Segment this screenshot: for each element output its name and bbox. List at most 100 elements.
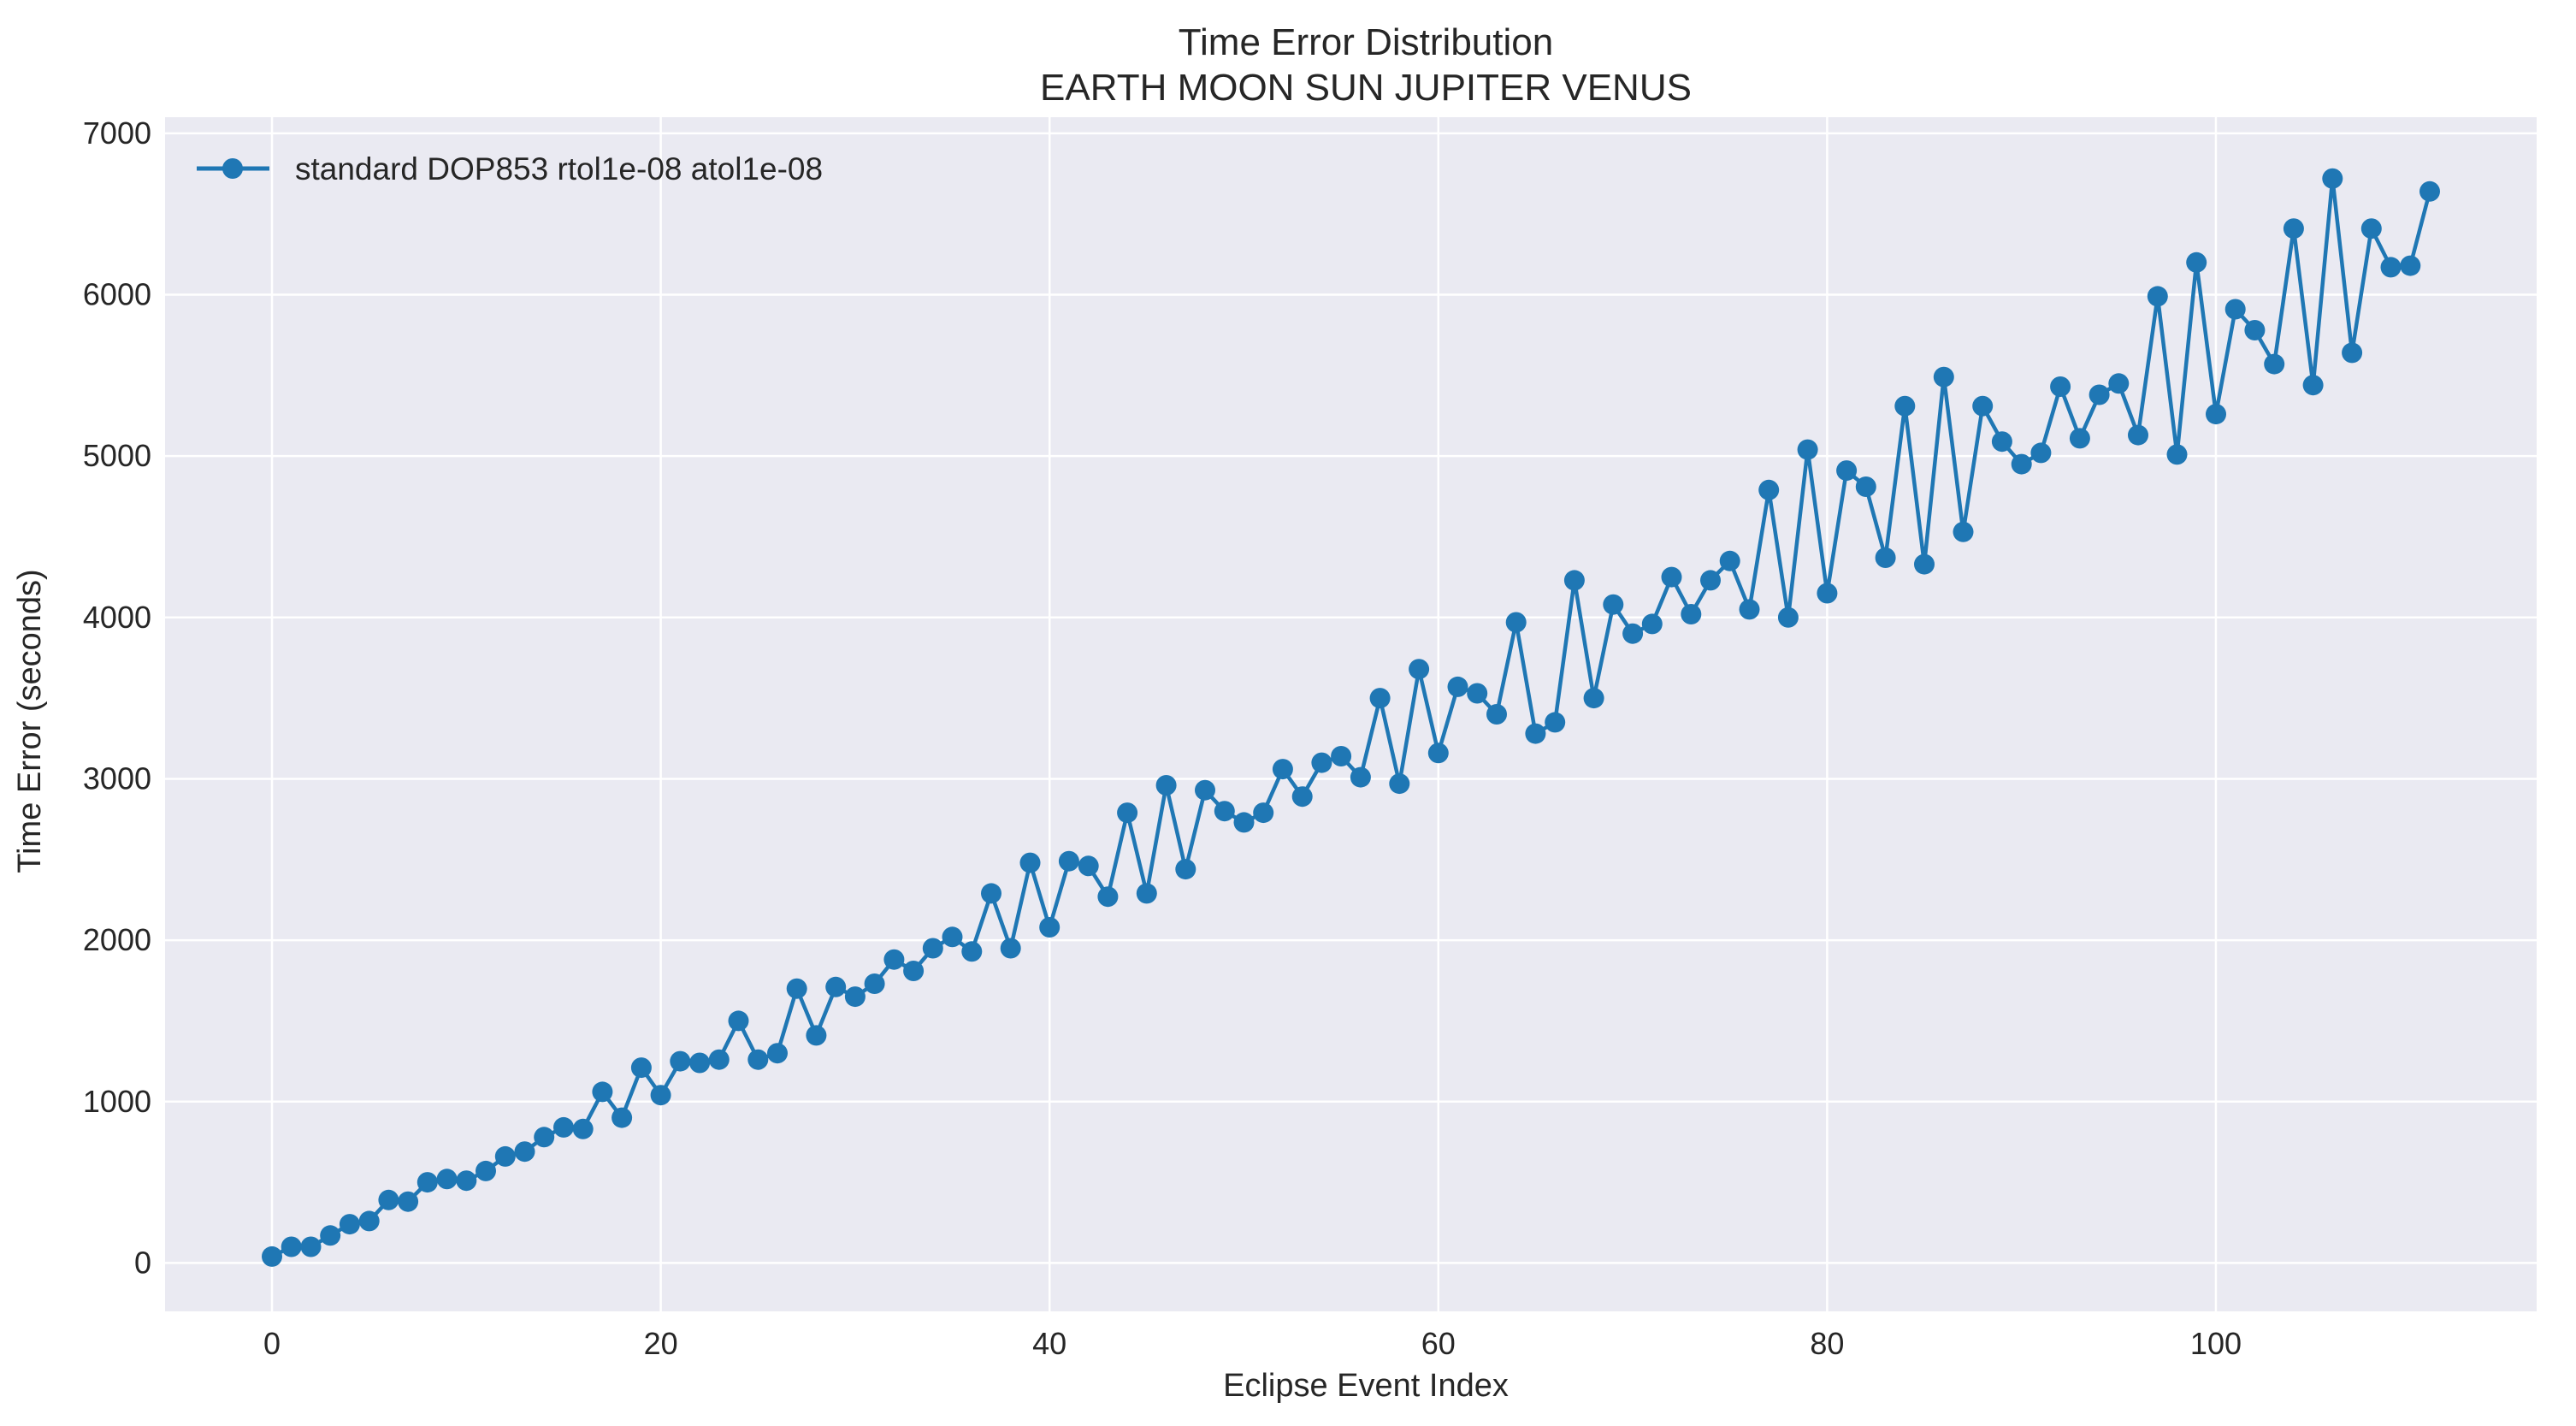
data-point: [1914, 553, 1935, 575]
data-point: [553, 1116, 574, 1138]
data-point: [1389, 773, 1410, 795]
data-point: [650, 1085, 671, 1106]
data-point: [1214, 801, 1235, 822]
data-point: [1563, 570, 1585, 591]
chart-subtitle: EARTH MOON SUN JUPITER VENUS: [1040, 67, 1692, 109]
data-point: [1447, 676, 1468, 697]
data-point: [1991, 431, 2012, 453]
data-point: [1875, 547, 1896, 568]
data-point: [2224, 299, 2246, 320]
data-point: [1894, 395, 1916, 417]
data-point: [2244, 320, 2266, 340]
data-point: [300, 1236, 322, 1257]
data-point: [339, 1214, 360, 1235]
y-tick-label: 1000: [83, 1084, 151, 1119]
data-point: [1058, 850, 1079, 872]
data-point: [398, 1191, 419, 1212]
data-point: [1933, 366, 1954, 388]
data-point: [1000, 938, 1021, 959]
data-point: [1078, 855, 1099, 877]
x-tick-label: 80: [1810, 1326, 1844, 1361]
data-point: [708, 1049, 730, 1070]
data-point: [961, 941, 983, 962]
data-point: [922, 938, 943, 959]
data-point: [2342, 342, 2363, 364]
data-point: [592, 1081, 613, 1103]
data-point: [1331, 746, 1352, 766]
plot-area: [165, 117, 2537, 1311]
data-point: [2360, 218, 2382, 240]
data-point: [1641, 613, 1663, 635]
data-point: [2030, 442, 2052, 464]
data-point: [1427, 743, 1449, 764]
data-point: [436, 1169, 458, 1190]
data-point: [281, 1236, 302, 1257]
y-tick-label: 0: [134, 1245, 151, 1280]
y-tick-label: 3000: [83, 760, 151, 796]
data-point: [1953, 521, 1974, 542]
y-tick-label: 7000: [83, 115, 151, 151]
data-point: [1019, 852, 1041, 873]
data-point: [2322, 168, 2343, 189]
data-point: [1350, 766, 1371, 788]
x-tick-label: 60: [1421, 1326, 1456, 1361]
y-axis-ticks: 0 1000 2000 3000 4000 5000 6000 7000: [83, 115, 151, 1281]
data-point: [1233, 812, 1255, 833]
data-point: [1777, 606, 1799, 628]
data-point: [1583, 688, 1604, 709]
data-point: [2302, 375, 2324, 396]
data-point: [728, 1010, 749, 1032]
data-point: [320, 1225, 341, 1246]
data-point: [2206, 404, 2226, 425]
data-point: [630, 1057, 652, 1079]
x-tick-label: 0: [263, 1326, 281, 1361]
data-point: [456, 1170, 477, 1192]
data-point: [1972, 395, 1994, 417]
data-point: [1797, 439, 1818, 460]
data-point: [670, 1050, 691, 1072]
grid: [165, 117, 2537, 1311]
y-tick-label: 2000: [83, 922, 151, 957]
data-point: [494, 1145, 516, 1167]
data-point: [1758, 479, 1780, 500]
y-tick-label: 6000: [83, 277, 151, 312]
data-point: [2108, 373, 2130, 394]
data-point: [2069, 428, 2090, 449]
data-point: [2400, 255, 2421, 276]
data-point: [883, 949, 905, 970]
data-point: [1622, 623, 1644, 644]
data-point: [476, 1160, 496, 1181]
data-point: [747, 1049, 769, 1070]
data-point: [1409, 659, 1430, 680]
series-line: [270, 176, 2432, 1258]
data-point: [1661, 566, 1682, 588]
data-point: [1155, 775, 1177, 796]
x-tick-label: 100: [2190, 1326, 2242, 1361]
data-point: [825, 976, 847, 997]
data-point: [1253, 802, 1274, 824]
data-point: [378, 1189, 399, 1210]
legend-label: standard DOP853 rtol1e-08 atol1e-08: [295, 151, 823, 186]
y-tick-label: 4000: [83, 600, 151, 635]
data-point: [2186, 251, 2207, 273]
data-point: [358, 1210, 380, 1232]
data-point: [1836, 460, 1858, 482]
legend-marker-icon: [222, 158, 243, 179]
data-point: [572, 1118, 594, 1139]
x-axis-label: Eclipse Event Index: [1223, 1368, 1509, 1404]
data-point: [806, 1025, 827, 1046]
data-point: [942, 926, 963, 948]
x-tick-label: 40: [1032, 1326, 1066, 1361]
data-point: [1545, 712, 1566, 733]
data-point: [514, 1141, 535, 1163]
data-point: [2380, 257, 2402, 278]
data-point: [1097, 886, 1119, 908]
data-point: [2011, 453, 2032, 475]
data-point: [1467, 683, 1488, 704]
data-point: [2419, 180, 2440, 202]
chart-title: Time Error Distribution: [1179, 21, 1553, 63]
data-point: [1505, 612, 1527, 633]
data-point: [689, 1052, 711, 1074]
legend: standard DOP853 rtol1e-08 atol1e-08: [197, 151, 823, 186]
